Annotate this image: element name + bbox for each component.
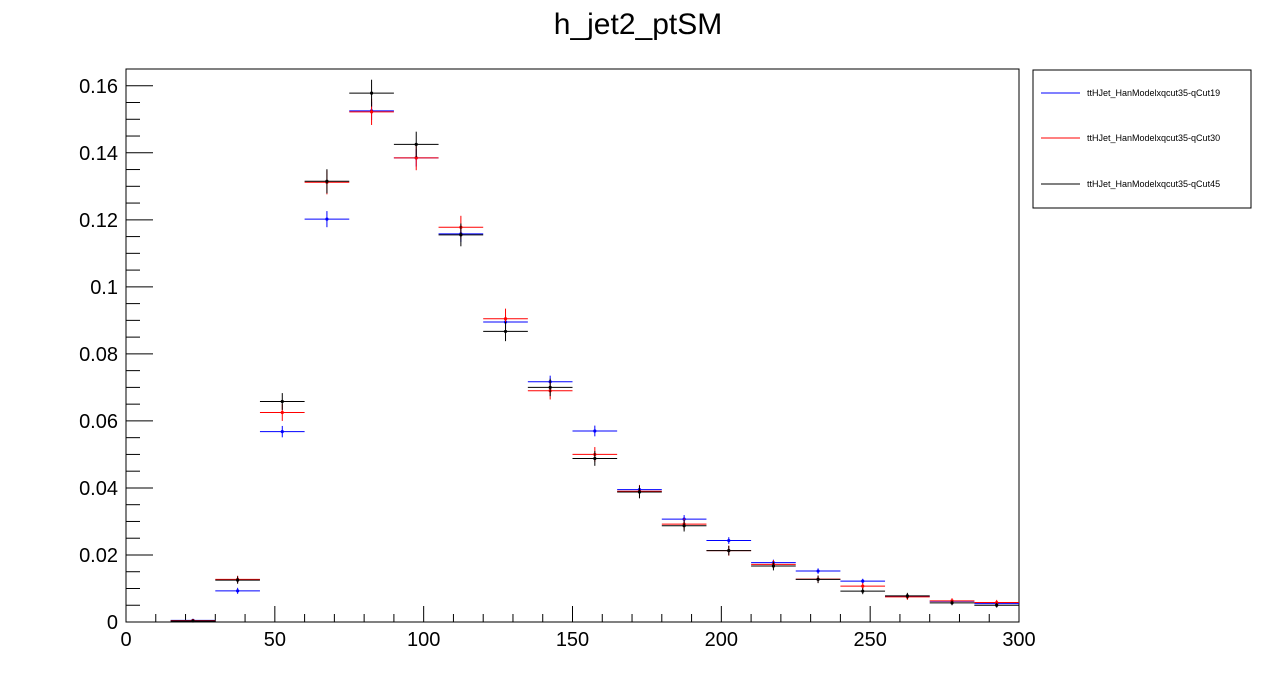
series-0 — [170, 101, 1019, 622]
data-point-marker — [503, 329, 508, 334]
x-tick-label: 250 — [853, 629, 886, 651]
data-point-marker — [414, 156, 418, 160]
data-point-marker — [727, 549, 731, 553]
data-point-marker — [280, 399, 284, 404]
chart-title: h_jet2_ptSM — [554, 8, 722, 41]
x-tick-label: 300 — [1002, 629, 1035, 651]
data-point-marker — [950, 601, 954, 605]
data-point-marker — [325, 217, 329, 221]
data-point-marker — [771, 564, 776, 568]
data-point-marker — [861, 589, 865, 593]
x-tick-label: 0 — [120, 629, 131, 651]
axes: 0 50 100 150 200 250 300 0 0.02 0.04 0.06 0.08 0.1 0.… — [79, 76, 1036, 651]
data-point-marker — [905, 594, 909, 598]
data-point-marker — [861, 584, 865, 588]
y-tick-label: 0.1 — [90, 277, 118, 299]
data-point-marker — [861, 579, 865, 583]
x-tick-label: 200 — [705, 629, 738, 651]
data-point-marker — [280, 410, 284, 415]
series-1 — [170, 98, 1019, 623]
legend-label-2: ttHJet_HanModelxqcut35-qCut45 — [1087, 179, 1220, 189]
data-point-marker — [503, 317, 508, 321]
data-point-marker — [369, 110, 374, 114]
plot-frame — [125, 68, 1020, 623]
y-tick-label: 0.14 — [79, 143, 118, 165]
legend: ttHJet_HanModelxqcut35-qCut19 ttHJet_Han… — [1032, 69, 1252, 209]
y-tick-label: 0.16 — [79, 76, 118, 98]
y-tick-label: 0.12 — [79, 210, 118, 232]
data-point-marker — [593, 456, 597, 461]
data-point-marker — [637, 490, 642, 494]
x-tick-label: 50 — [264, 629, 286, 651]
data-point-marker — [995, 603, 999, 607]
data-point-marker — [236, 578, 240, 582]
x-tick-label: 100 — [407, 629, 440, 651]
y-tick-label: 0.04 — [79, 478, 118, 500]
data-point-marker — [459, 233, 463, 237]
data-point-marker — [369, 91, 374, 95]
series-2 — [170, 79, 1019, 623]
data-point-marker — [816, 577, 820, 582]
data-point-marker — [593, 429, 597, 433]
y-tick-label: 0.06 — [79, 411, 118, 433]
x-tick-label: 150 — [556, 629, 589, 651]
legend-label-0: ttHJet_HanModelxqcut35-qCut19 — [1087, 88, 1220, 98]
data-point-marker — [325, 179, 329, 183]
data-point-marker — [995, 600, 999, 605]
data-point-marker — [236, 589, 240, 593]
y-tick-label: 0 — [107, 612, 118, 634]
data-point-marker — [191, 619, 195, 623]
y-tick-label: 0.08 — [79, 344, 118, 366]
legend-label-1: ttHJet_HanModelxqcut35-qCut30 — [1087, 133, 1220, 143]
data-point-marker — [816, 569, 820, 573]
data-point-marker — [548, 385, 552, 389]
data-point-marker — [414, 142, 418, 147]
series-layer — [170, 79, 1019, 623]
data-point-marker — [682, 524, 686, 528]
data-point-marker — [280, 430, 284, 434]
data-point-marker — [727, 538, 731, 543]
y-tick-label: 0.02 — [79, 545, 118, 567]
